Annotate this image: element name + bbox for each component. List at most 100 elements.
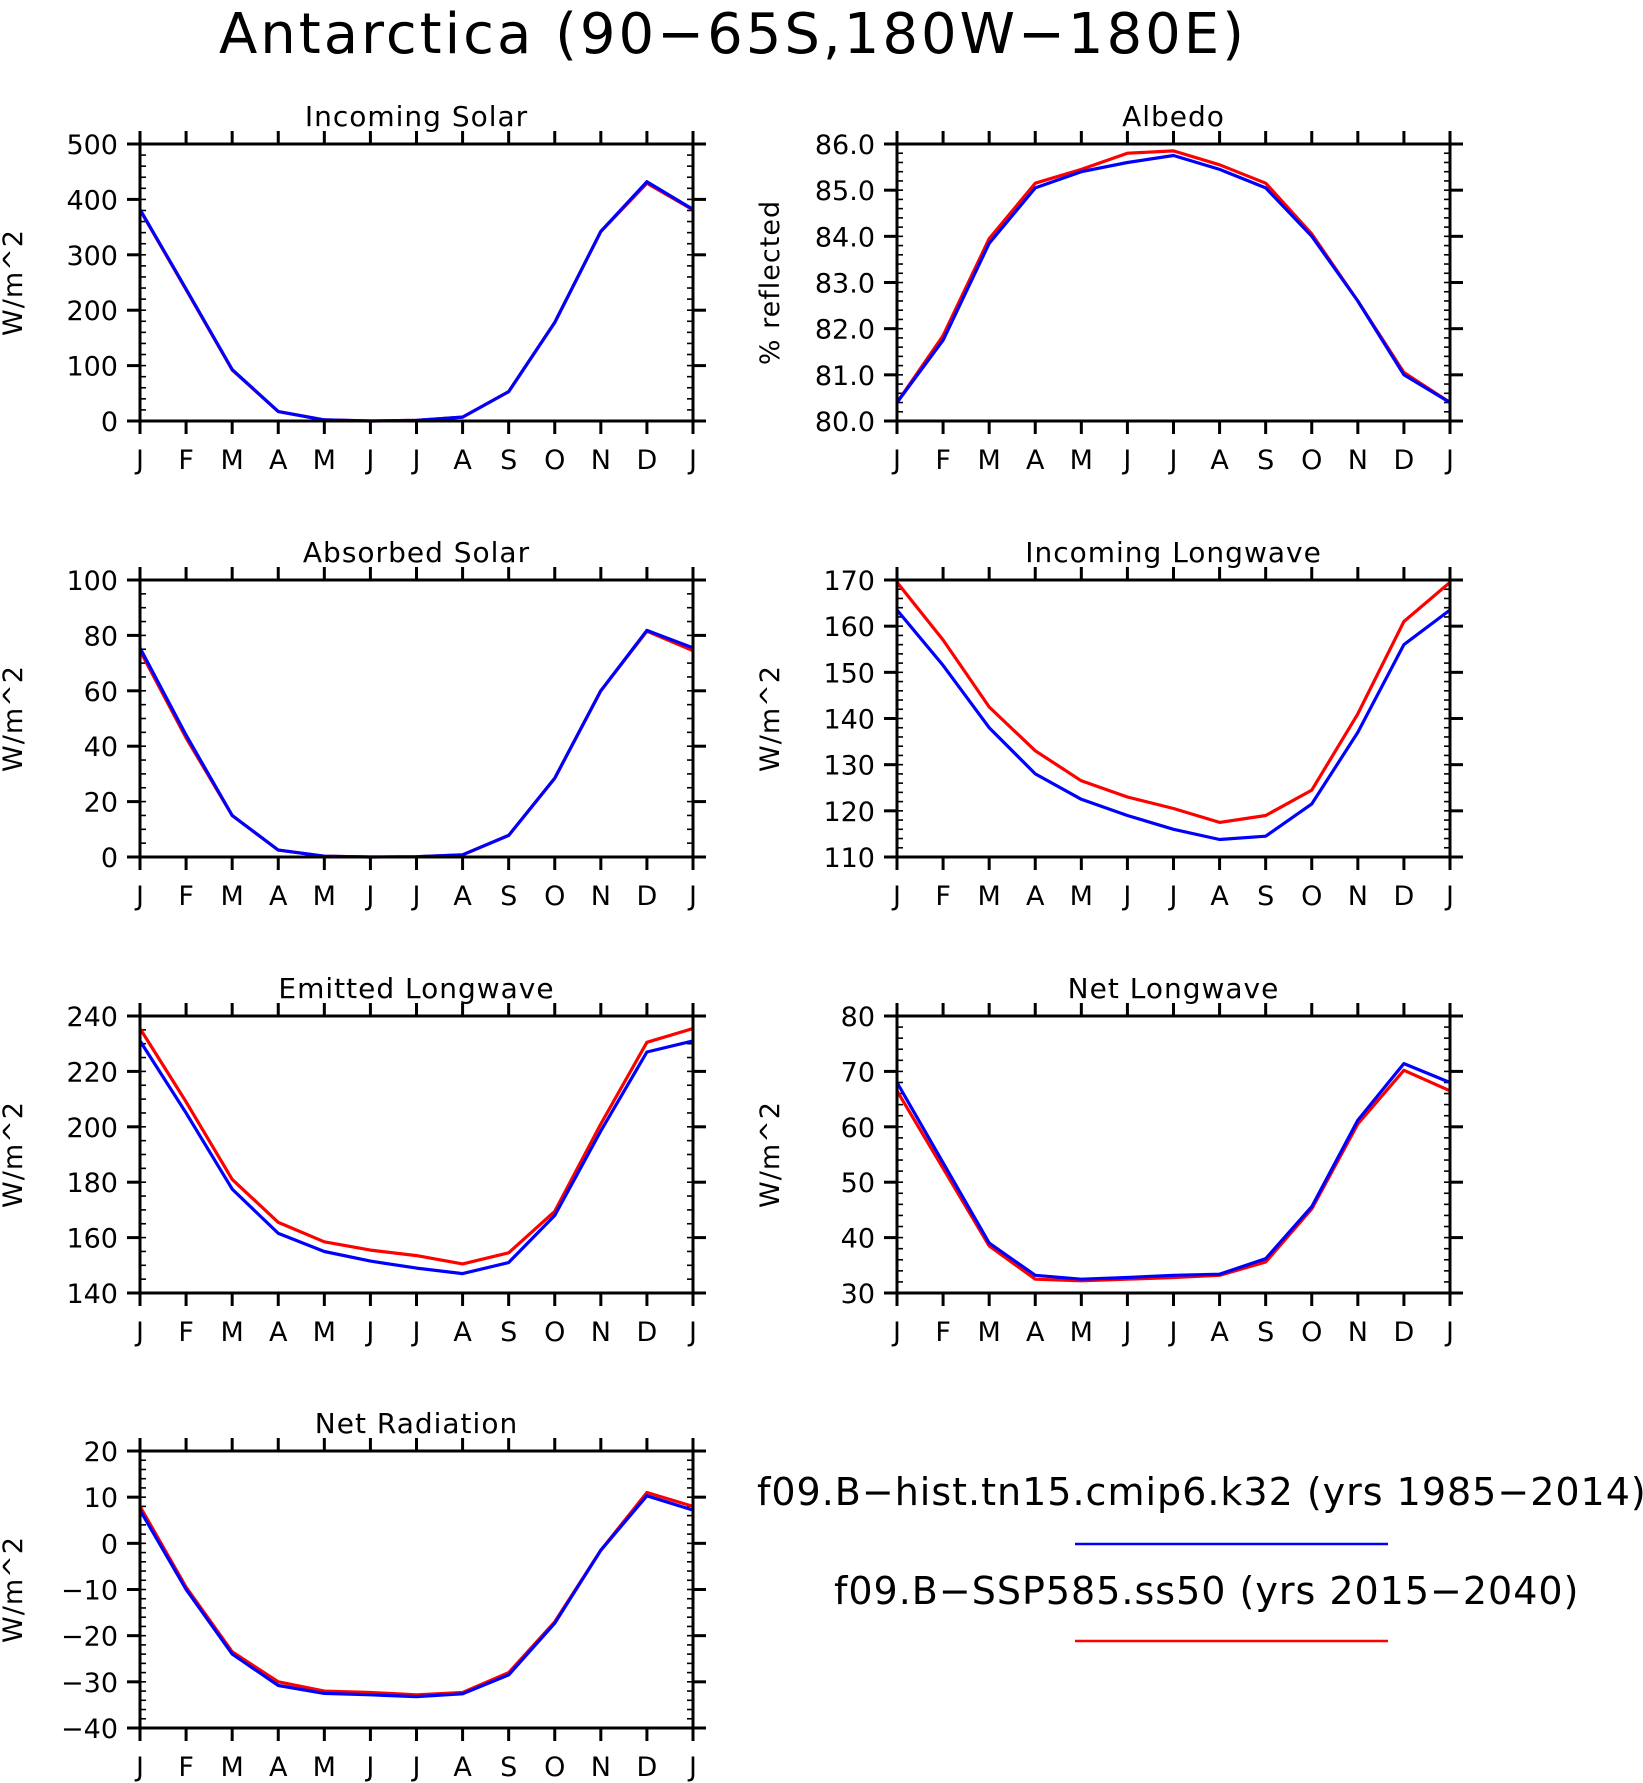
x-tick-label: A [269,881,288,912]
x-tick-label: A [269,1317,288,1348]
x-tick-label: J [134,1317,144,1348]
x-tick-label: J [1168,445,1178,476]
series-line [895,1061,1451,1281]
y-axis-label: % reflected [755,200,786,365]
x-tick-label: J [134,445,144,476]
y-tick-label: 400 [66,185,118,216]
x-tick-label: O [1301,445,1322,476]
x-tick-label: J [134,881,144,912]
legend-label-ssp: f09.B−SSP585.ss50 (yrs 2015−2040) [834,1569,1579,1613]
y-tick-label: 220 [66,1057,118,1088]
y-tick-label: 150 [823,658,875,689]
x-tick-label: M [978,445,1001,476]
x-tick-label: A [453,445,472,476]
y-tick-label: 300 [66,241,118,272]
x-tick-label: A [1026,881,1045,912]
x-tick-label: S [500,881,517,912]
x-tick-label: S [500,445,517,476]
series-line [895,608,1451,842]
x-tick-label: J [687,445,697,476]
y-tick-label: 500 [66,130,118,161]
plot-frame [138,578,695,859]
x-tick-label: S [500,1317,517,1348]
y-tick-label: 100 [66,352,118,383]
series-line [895,1068,1451,1283]
y-tick-label: 20 [84,1437,118,1468]
x-tick-label: J [134,1752,144,1783]
x-tick-label: J [891,445,901,476]
y-axis-label: W/m^2 [0,665,29,772]
x-tick-label: J [1444,1317,1454,1348]
panel-title: Net Longwave [1068,972,1280,1005]
x-tick-label: A [269,1752,288,1783]
y-axis-label: W/m^2 [0,1536,29,1643]
x-tick-label: M [313,1317,336,1348]
y-tick-label: 40 [84,732,118,763]
y-axis-label: W/m^2 [0,1101,29,1208]
x-tick-label: J [364,1752,374,1783]
x-tick-label: M [221,445,244,476]
x-tick-label: O [544,1752,565,1783]
y-tick-label: 80 [84,621,118,652]
x-tick-label: J [1121,1317,1131,1348]
y-tick-label: 83.0 [815,269,875,300]
y-tick-label: 86.0 [815,130,875,161]
x-tick-label: M [1070,881,1093,912]
x-tick-label: J [364,445,374,476]
x-tick-label: M [221,881,244,912]
y-tick-label: 30 [841,1279,875,1310]
y-tick-label: 70 [841,1057,875,1088]
x-tick-label: J [1444,881,1454,912]
y-tick-label: 100 [66,566,118,597]
x-tick-label: M [1070,445,1093,476]
x-tick-label: J [1121,881,1131,912]
series-line [138,1494,694,1699]
x-tick-label: J [411,881,421,912]
x-tick-label: D [637,445,658,476]
x-tick-label: J [364,1317,374,1348]
x-tick-label: F [178,881,194,912]
x-tick-label: F [935,881,951,912]
y-tick-label: 140 [66,1279,118,1310]
x-tick-label: M [221,1752,244,1783]
x-tick-label: M [313,1752,336,1783]
x-tick-label: D [637,1752,658,1783]
x-tick-label: J [411,1752,421,1783]
panel-title: Incoming Longwave [1025,536,1322,569]
x-tick-label: S [1257,1317,1274,1348]
x-tick-label: O [1301,881,1322,912]
series-line [138,1490,694,1697]
y-tick-label: 120 [823,797,875,828]
x-tick-label: D [1394,445,1415,476]
panel-title: Albedo [1122,100,1225,133]
x-tick-label: F [178,1317,194,1348]
panel-title: Absorbed Solar [303,536,530,569]
x-tick-label: N [1348,445,1368,476]
series-line [138,629,694,859]
y-tick-label: −20 [61,1622,118,1653]
x-tick-label: J [891,1317,901,1348]
x-tick-label: A [1210,1317,1229,1348]
x-tick-label: N [1348,1317,1368,1348]
x-tick-label: M [221,1317,244,1348]
plot-frame [138,1449,695,1730]
x-tick-label: M [1070,1317,1093,1348]
x-tick-label: J [411,1317,421,1348]
x-tick-label: A [453,1317,472,1348]
x-tick-label: D [1394,1317,1415,1348]
x-tick-label: A [1210,881,1229,912]
x-tick-label: O [544,881,565,912]
x-tick-label: J [1121,445,1131,476]
x-tick-label: A [1210,445,1229,476]
x-tick-label: S [1257,881,1274,912]
x-tick-label: F [178,1752,194,1783]
x-tick-label: N [1348,881,1368,912]
y-tick-label: 170 [823,566,875,597]
legend-label-hist: f09.B−hist.tn15.cmip6.k32 (yrs 1985−2014… [757,1470,1643,1514]
x-tick-label: J [411,445,421,476]
